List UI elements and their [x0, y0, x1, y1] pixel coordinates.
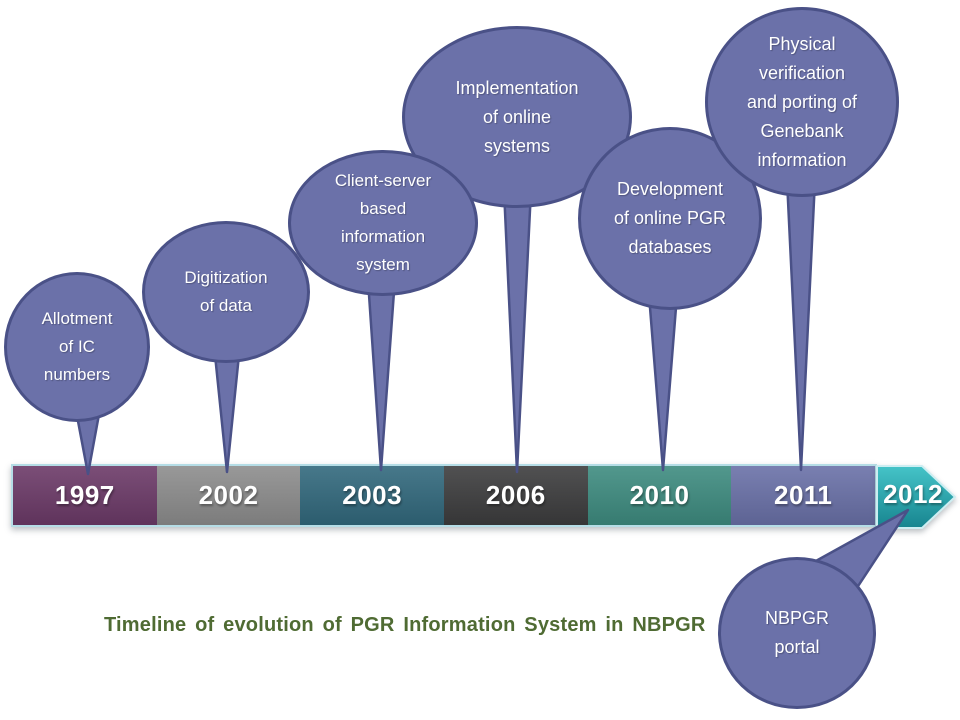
year-label: 2010 [629, 480, 690, 510]
timeline-segment-2010: 2010 [587, 466, 732, 525]
tail-2003 [366, 276, 397, 472]
balloon-label: Client-server based information system [334, 171, 432, 274]
year-label: 2012 [883, 479, 943, 509]
year-label: 2006 [485, 480, 546, 510]
balloon-label: Implementation of online systems [455, 77, 579, 156]
balloon-nbpgr-portal: NBPGR portal [718, 557, 876, 709]
tail-2010 [647, 293, 679, 472]
year-label: 1997 [54, 480, 115, 510]
year-label: 2002 [198, 480, 259, 510]
tail-2011 [785, 178, 817, 472]
timeline-segment-2003: 2003 [300, 466, 445, 525]
balloon-label: Development of online PGR databases [613, 179, 727, 257]
balloon-label: NBPGR portal [764, 608, 829, 657]
year-label: 2003 [342, 480, 403, 510]
timeline-segment-2006: 2006 [444, 466, 588, 525]
balloon-physical-verification-genebank: Physical verification and porting of Gen… [705, 7, 899, 197]
timeline-segment-2002: 2002 [156, 466, 301, 525]
timeline-bar: 1997 2002 2003 2006 2010 2011 [11, 464, 877, 527]
balloon-label: Allotment of IC numbers [41, 309, 113, 384]
timeline-segment-2011: 2011 [731, 466, 876, 525]
year-label: 2011 [773, 480, 833, 510]
slide-caption: Timeline of evolution of PGR Information… [104, 614, 706, 636]
balloon-allotment-of-ic-numbers: Allotment of IC numbers [4, 272, 150, 422]
balloon-label: Digitization of data [184, 268, 268, 315]
year-label-2012-wrap: 2012 [883, 464, 943, 525]
balloon-client-server-system: Client-server based information system [288, 150, 478, 296]
balloon-development-online-pgr-databases: Development of online PGR databases [578, 127, 762, 310]
timeline-segment-1997: 1997 [13, 466, 157, 525]
tail-2002 [212, 343, 242, 474]
tail-2006 [502, 188, 533, 474]
balloon-digitization-of-data: Digitization of data [142, 221, 310, 363]
balloon-label: Physical verification and porting of Gen… [746, 33, 858, 170]
